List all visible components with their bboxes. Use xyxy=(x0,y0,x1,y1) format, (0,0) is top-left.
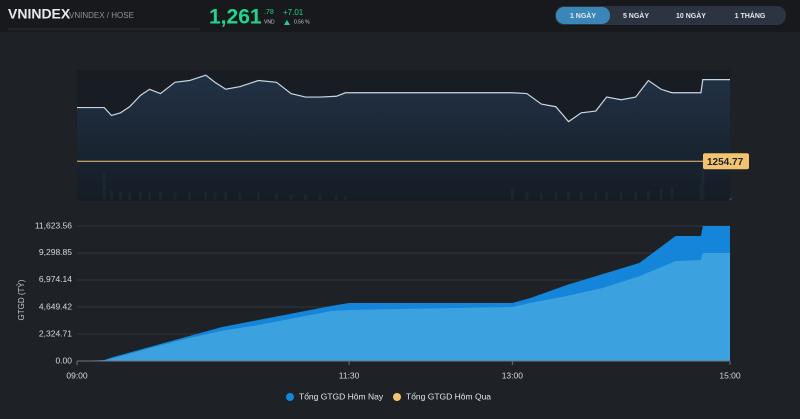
price-line xyxy=(77,74,730,123)
change: +7.01 xyxy=(283,8,304,17)
tab[interactable]: 10 NGÀY xyxy=(676,11,706,20)
reference-label: 1254.77 xyxy=(707,157,744,168)
reference-tag xyxy=(703,153,749,170)
y-tick-label: 11,623.56 xyxy=(35,220,72,230)
y-tick-label: 0.00 xyxy=(55,355,72,365)
x-tick-label: 13:00 xyxy=(502,370,524,380)
value-chart: 0.00 2,324.71 4,649.42 6,974.14 9,298.85 11,6… xyxy=(17,220,741,401)
y-tick-label: 2,324.71 xyxy=(39,328,72,338)
x-tick-label: 15:00 xyxy=(719,370,741,380)
price-chart: 1254.77 xyxy=(77,74,749,200)
legend-marker xyxy=(286,393,294,401)
y-tick-label: 4,649.42 xyxy=(39,301,72,311)
y-axis-title: GTGD (TỶ) xyxy=(17,279,26,320)
tab[interactable]: 5 NGÀY xyxy=(623,11,649,20)
tab-active-bg xyxy=(556,7,610,24)
x-tick-label: 09:00 xyxy=(66,370,88,380)
price-decimals: .78 xyxy=(264,9,274,16)
x-tick-label: 11:30 xyxy=(339,370,360,380)
symbol: VNINDEX xyxy=(8,6,71,22)
y-tick-label: 9,298.85 xyxy=(39,247,72,257)
tab[interactable]: 1 NGÀY xyxy=(570,11,596,20)
y-tick-label: 6,974.14 xyxy=(39,274,72,284)
up-arrow xyxy=(284,20,290,25)
legend-marker xyxy=(393,393,401,401)
currency: VND xyxy=(264,19,275,25)
legend-label: Tổng GTGD Hôm Qua xyxy=(406,391,491,401)
tab-bar xyxy=(555,6,786,25)
area xyxy=(77,252,730,361)
exchange: VNINDEX / HOSE xyxy=(69,11,134,20)
tab[interactable]: 1 THÁNG xyxy=(735,11,766,20)
price: 1,261 xyxy=(209,6,262,29)
change-pct: 0.56 % xyxy=(294,19,310,25)
price-fill xyxy=(77,75,730,200)
legend-label: Tổng GTGD Hôm Nay xyxy=(299,391,384,401)
